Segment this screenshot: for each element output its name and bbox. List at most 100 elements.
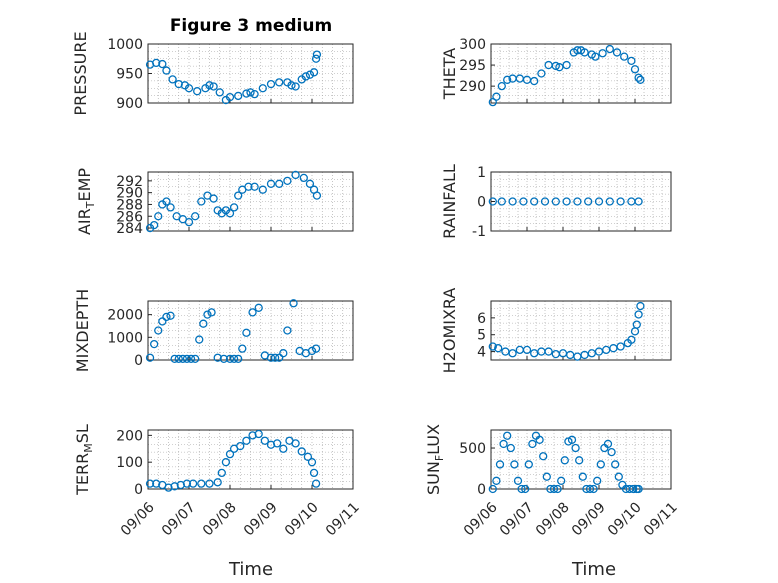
data-point xyxy=(203,310,212,319)
data-point xyxy=(213,478,222,487)
data-point xyxy=(162,66,171,75)
data-point xyxy=(620,52,629,61)
data-point xyxy=(234,191,243,200)
y-tick-label: 500 xyxy=(459,441,486,457)
data-point xyxy=(506,443,515,453)
data-point xyxy=(585,484,595,494)
data-point xyxy=(186,354,196,364)
data-point xyxy=(503,75,512,84)
data-point xyxy=(627,335,636,344)
data-point xyxy=(611,460,620,469)
data-point xyxy=(254,429,263,439)
data-point xyxy=(225,209,235,218)
data-point xyxy=(149,339,159,349)
data-point xyxy=(537,69,546,78)
axes-frame xyxy=(147,171,354,232)
data-point xyxy=(497,197,506,206)
y-tick-label: 290 xyxy=(116,186,143,202)
data-point xyxy=(301,72,311,81)
subplot-mixdepth: 0 1000 2000 MIXDEPTH xyxy=(73,289,354,372)
data-point xyxy=(229,203,239,212)
data-point xyxy=(539,452,548,461)
axes-frame xyxy=(147,300,354,361)
data-point xyxy=(299,173,308,183)
data-point xyxy=(219,354,229,364)
data-point xyxy=(236,441,245,451)
figure-title: Figure 3 medium xyxy=(170,16,332,36)
y-tick-label: -1 xyxy=(472,224,486,240)
subplot-pressure: 900 950 1000 PRESSURE xyxy=(71,31,354,116)
data-point xyxy=(248,308,257,317)
data-point xyxy=(260,436,270,445)
x-tick-label: 09/10 xyxy=(605,499,645,539)
data-point xyxy=(217,468,226,478)
data-point xyxy=(297,447,306,456)
data-point xyxy=(305,179,315,188)
data-point xyxy=(154,212,163,221)
data-point xyxy=(215,88,224,97)
data-point xyxy=(555,63,564,72)
x-tick-label: 09/08 xyxy=(200,499,240,539)
data-point xyxy=(152,58,161,68)
y-tick-label: 100 xyxy=(116,455,143,471)
data-point xyxy=(575,456,584,465)
data-point xyxy=(562,197,571,206)
y-tick-label: 0 xyxy=(134,482,143,498)
data-point xyxy=(573,46,582,55)
data-point xyxy=(205,81,214,90)
data-point xyxy=(311,479,321,488)
data-point xyxy=(551,61,560,71)
x-tick-label: 09/06 xyxy=(118,499,158,539)
y-tick-label: 1000 xyxy=(107,330,143,346)
data-point xyxy=(634,310,643,319)
y-tick-label: 200 xyxy=(116,428,143,444)
data-point xyxy=(312,191,322,200)
data-point xyxy=(291,439,300,448)
data-point xyxy=(522,345,532,355)
data-point xyxy=(492,92,501,101)
x-tick-label: 09/06 xyxy=(461,499,501,539)
data-point xyxy=(229,354,239,364)
x-tick-label: 09/09 xyxy=(569,499,609,539)
data-point xyxy=(571,443,580,453)
data-point xyxy=(254,303,263,312)
data-point xyxy=(168,75,177,84)
axes-frame xyxy=(490,300,672,361)
data-point xyxy=(209,194,218,203)
data-point xyxy=(540,197,550,206)
data-point xyxy=(199,319,208,328)
data-point xyxy=(266,179,276,188)
data-point xyxy=(612,48,622,57)
data-point xyxy=(283,176,292,186)
data-point xyxy=(494,344,503,353)
data-point xyxy=(162,312,171,322)
data-point xyxy=(234,91,243,101)
y-tick-label: 1000 xyxy=(107,37,143,53)
data-point xyxy=(573,197,582,206)
data-point xyxy=(242,328,251,337)
data-point xyxy=(594,197,604,206)
data-point xyxy=(495,460,505,469)
y-axis-label: PRESSURE xyxy=(71,31,90,115)
data-point xyxy=(275,353,284,362)
data-point xyxy=(289,299,298,308)
data-point xyxy=(266,353,276,362)
data-point xyxy=(508,349,517,358)
data-point xyxy=(195,335,204,344)
data-point xyxy=(596,460,605,469)
data-point xyxy=(616,197,625,206)
data-point xyxy=(492,476,501,485)
data-point xyxy=(174,354,183,364)
data-point xyxy=(549,484,559,494)
data-point xyxy=(634,484,643,494)
data-point xyxy=(207,308,216,317)
x-tick-label: 09/07 xyxy=(159,499,199,539)
data-point xyxy=(193,87,202,96)
y-tick-label: 0 xyxy=(477,195,486,211)
x-tick-label: 09/07 xyxy=(497,499,537,539)
data-point xyxy=(221,458,231,467)
data-point xyxy=(279,349,288,358)
data-point xyxy=(542,472,551,481)
